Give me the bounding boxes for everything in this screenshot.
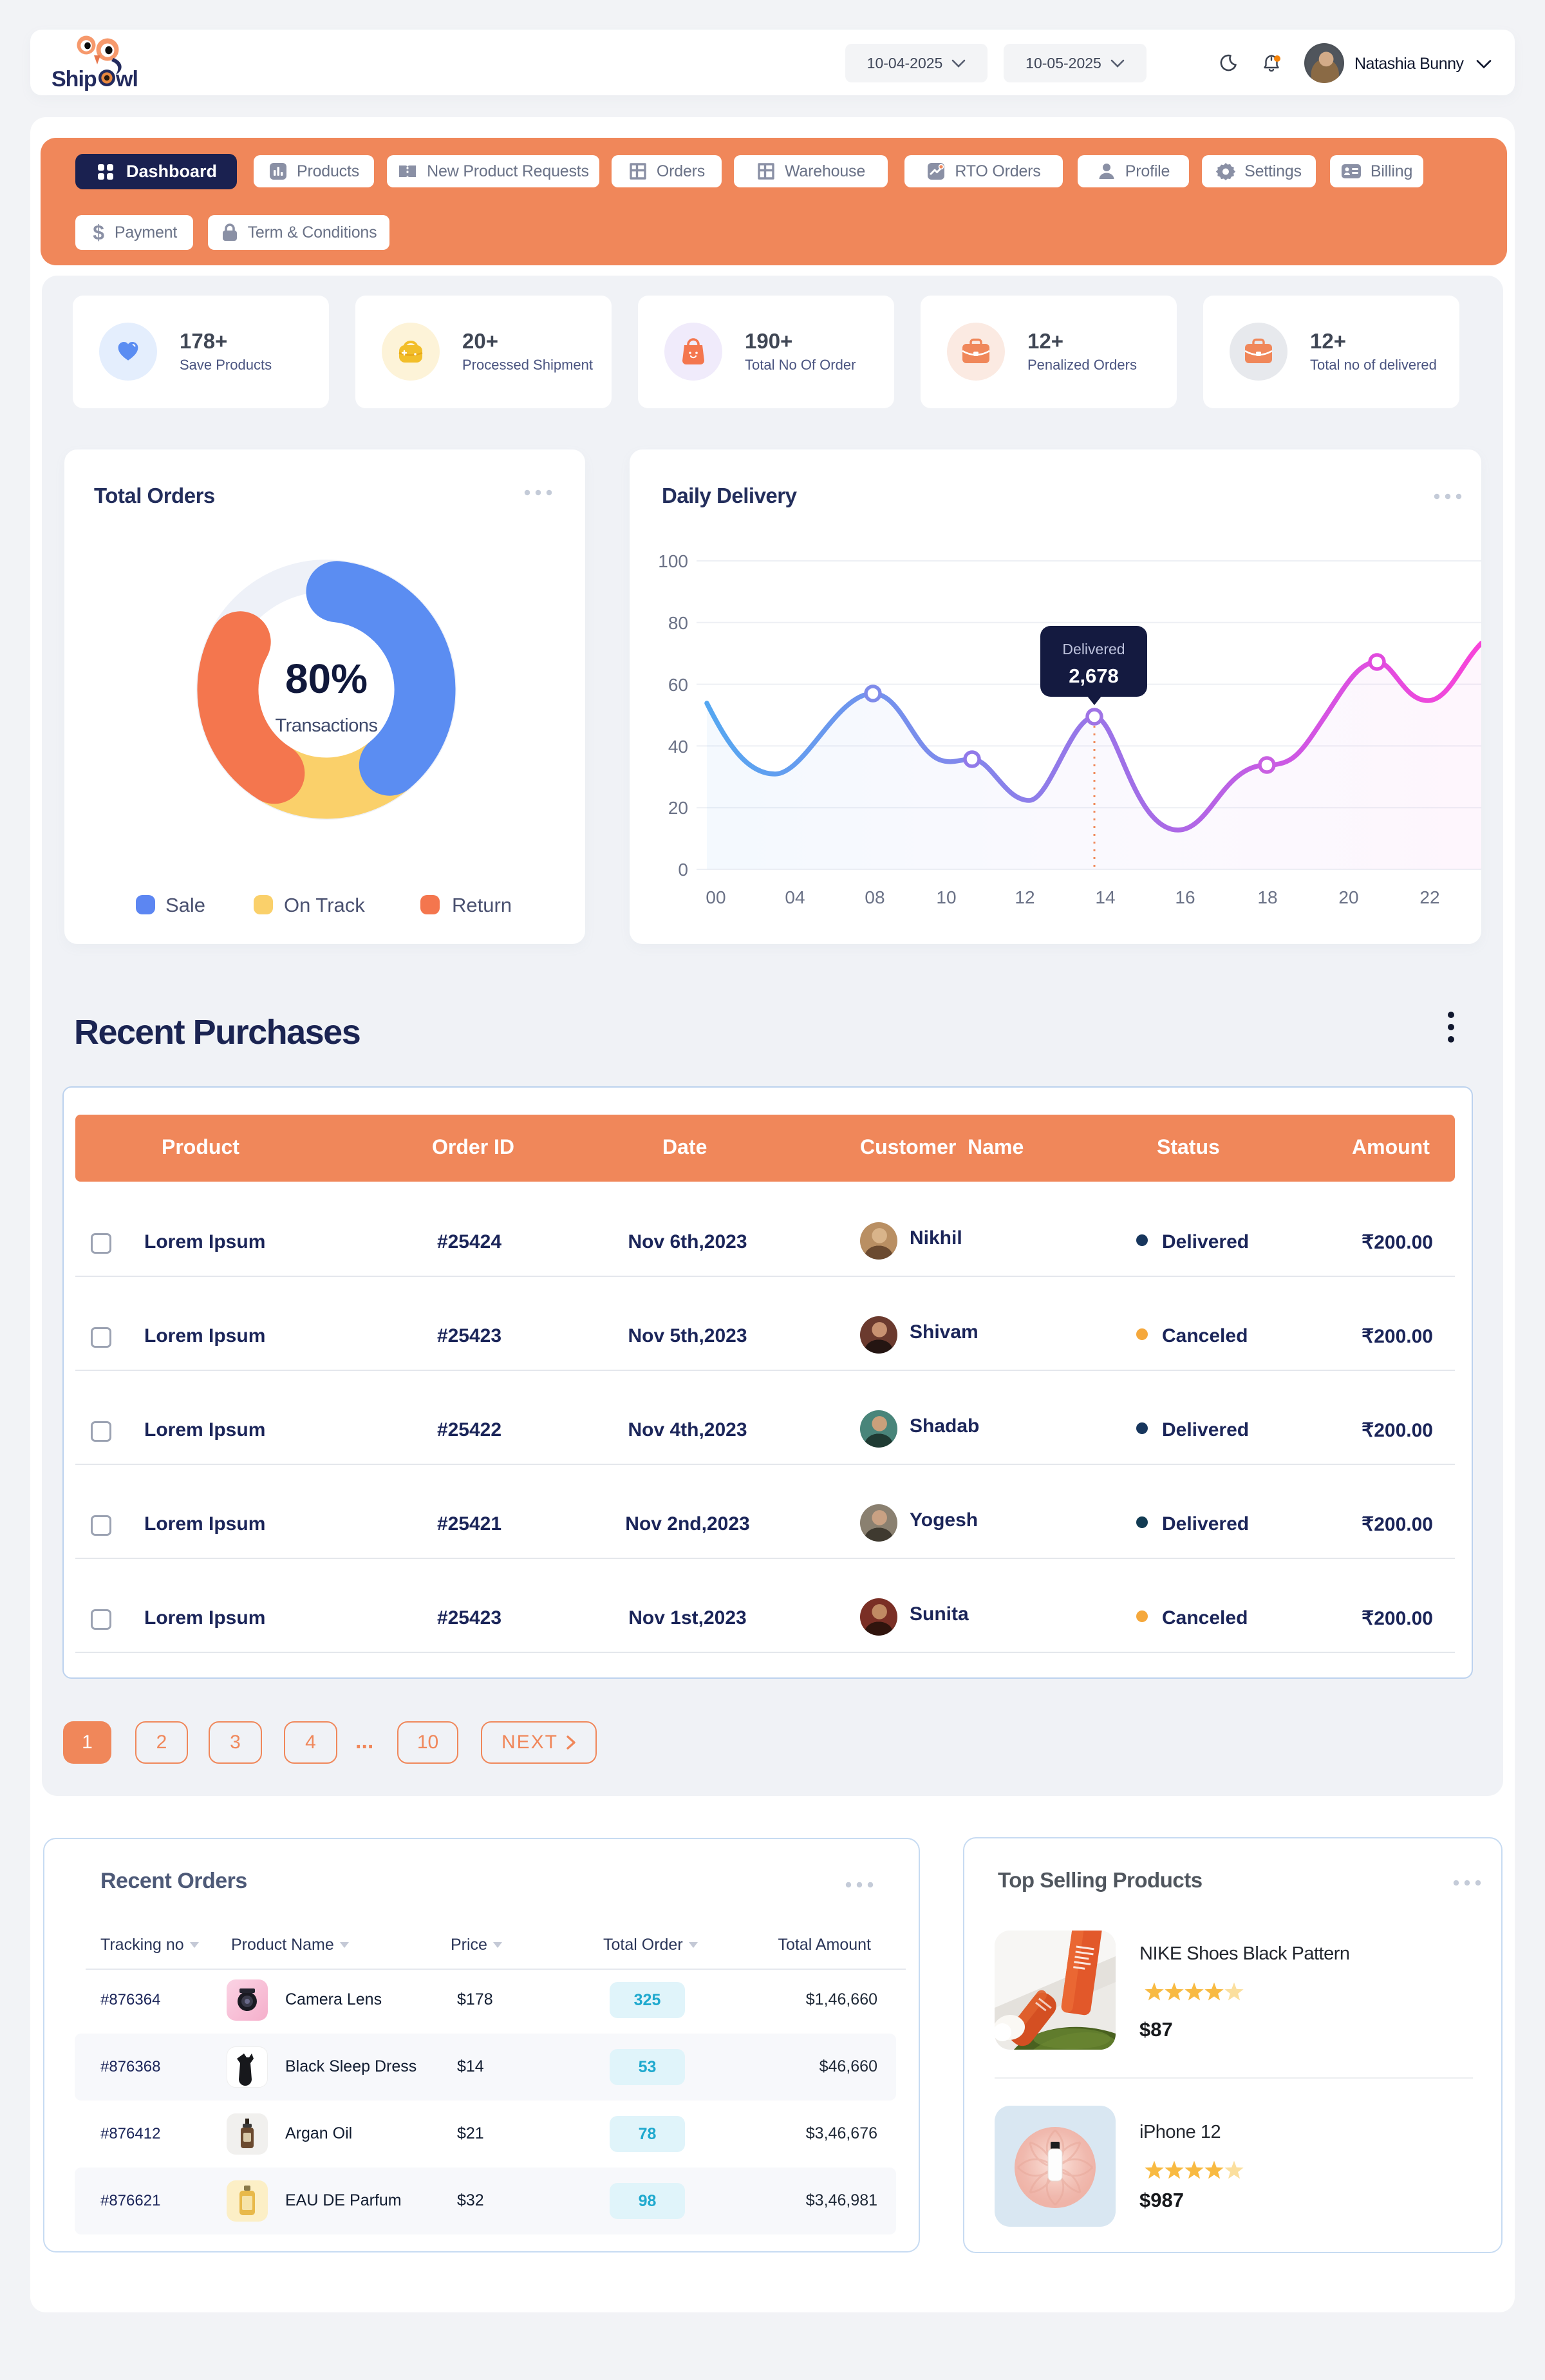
- svg-text:40: 40: [668, 737, 688, 757]
- svg-text:10: 10: [936, 887, 956, 907]
- svg-text:100: 100: [658, 551, 688, 571]
- svg-text:16: 16: [1175, 887, 1195, 907]
- svg-text:0: 0: [678, 860, 688, 880]
- svg-text:$: $: [93, 222, 104, 243]
- svg-text:2,678: 2,678: [1069, 665, 1119, 687]
- svg-text:wl: wl: [115, 67, 138, 91]
- svg-text:Ship: Ship: [52, 67, 97, 91]
- svg-text:08: 08: [865, 887, 885, 907]
- svg-text:Transactions: Transactions: [276, 715, 378, 736]
- svg-text:20: 20: [668, 798, 688, 818]
- svg-text:18: 18: [1257, 887, 1277, 907]
- svg-text:00: 00: [706, 887, 726, 907]
- svg-text:Delivered: Delivered: [1062, 641, 1125, 657]
- svg-text:80%: 80%: [285, 656, 368, 702]
- svg-text:60: 60: [668, 675, 688, 695]
- svg-text:04: 04: [785, 887, 805, 907]
- svg-text:80: 80: [668, 613, 688, 633]
- svg-text:14: 14: [1095, 887, 1115, 907]
- svg-text:20: 20: [1338, 887, 1358, 907]
- svg-text:22: 22: [1419, 887, 1439, 907]
- svg-text:12: 12: [1015, 887, 1035, 907]
